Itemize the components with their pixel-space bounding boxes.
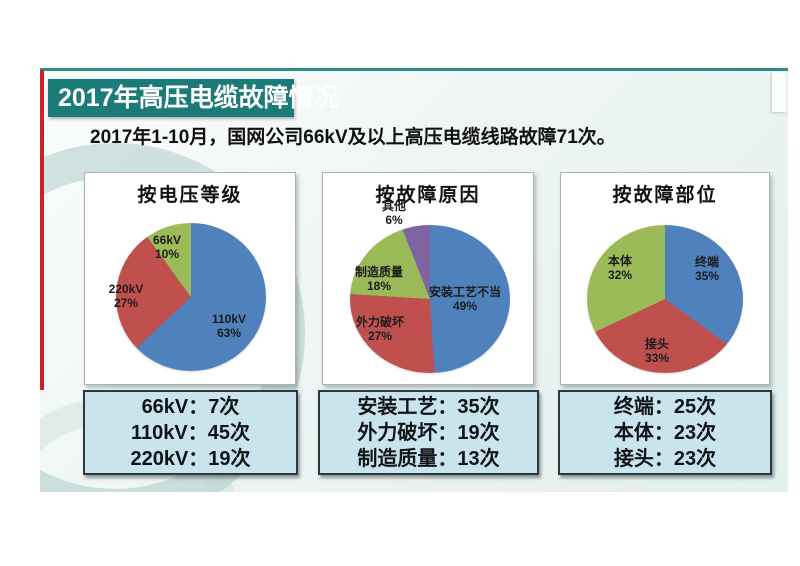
decorative-corner: [772, 72, 786, 112]
slide-subtitle: 2017年1-10月，国网公司66kV及以上高压电缆线路故障71次。: [90, 127, 616, 148]
pie-label-body: 本体 32%: [607, 254, 633, 282]
pie-label-other: 其他 6%: [381, 199, 406, 227]
summary-box-voltage: 66kV：7次 110kV：45次 220kV：19次: [83, 390, 298, 475]
chart-panel-cause: 按故障原因 其他 6% 制造质量 18% 外力破坏 27% 安装工艺不当 49%: [322, 172, 534, 385]
summary-box-location: 终端：25次 本体：23次 接头：23次: [558, 390, 772, 475]
chart-panel-voltage: 按电压等级 66kV 10% 220kV 27% 110kV 63%: [84, 172, 296, 385]
summary-box-cause: 安装工艺：35次 外力破坏：19次 制造质量：13次: [318, 390, 539, 475]
pie-label-110kv: 110kV 63%: [211, 312, 247, 340]
pie-label-external-force: 外力破坏 27%: [355, 315, 404, 343]
summary-text-cause: 安装工艺：35次 外力破坏：19次 制造质量：13次: [357, 395, 500, 470]
pie-label-manufacturing: 制造质量 18%: [354, 265, 403, 293]
pie-label-220kv: 220kV 27%: [108, 282, 144, 310]
pie-label-installation: 安装工艺不当 49%: [428, 285, 501, 313]
pie-label-joint: 接头 33%: [644, 337, 670, 365]
chart-title-voltage: 按电压等级: [137, 185, 243, 206]
chart-title-location: 按故障部位: [612, 185, 718, 206]
summary-text-voltage: 66kV：7次 110kV：45次 220kV：19次: [130, 395, 251, 470]
chart-title-cause: 按故障原因: [375, 185, 481, 206]
pie-chart-cause: [350, 225, 510, 373]
pie-label-terminal: 终端 35%: [694, 255, 720, 283]
chart-panel-location: 按故障部位 本体 32% 终端 35% 接头 33%: [560, 172, 770, 385]
pie-chart-voltage: [116, 223, 266, 371]
pie-chart-location: [587, 225, 743, 373]
slide-canvas: 2017年高压电缆故障情况 2017年1-10月，国网公司66kV及以上高压电缆…: [40, 68, 788, 492]
title-banner: 2017年高压电缆故障情况: [48, 79, 339, 117]
slide-title: 2017年高压电缆故障情况: [58, 84, 339, 112]
top-accent-line: [40, 68, 788, 71]
left-accent-bar: [40, 70, 44, 390]
pie-label-66kv: 66kV 10%: [152, 233, 182, 261]
summary-text-location: 终端：25次 本体：23次 接头：23次: [613, 395, 717, 470]
